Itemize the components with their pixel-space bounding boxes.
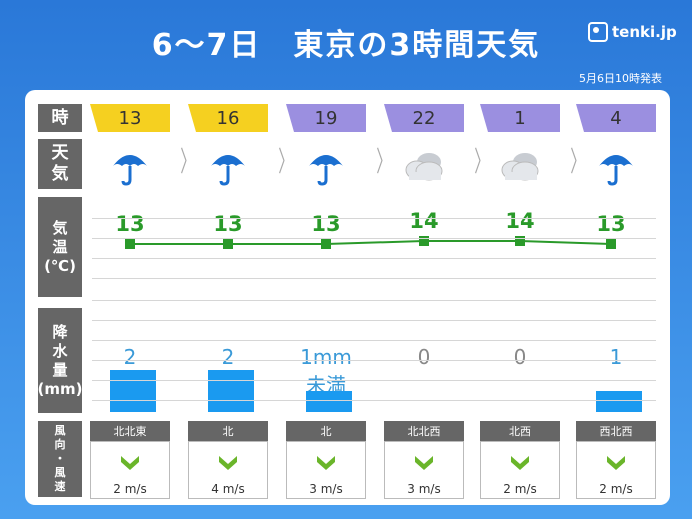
temperature-point bbox=[606, 239, 616, 249]
gridline bbox=[92, 380, 656, 381]
gridline bbox=[92, 278, 656, 279]
hour-cell: 22 bbox=[384, 104, 464, 132]
page-title: 6～7日 東京の3時間天気 bbox=[151, 28, 541, 63]
temperature-point bbox=[321, 239, 331, 249]
wind-arrow-icon bbox=[213, 450, 243, 474]
umbrella-icon bbox=[203, 142, 253, 192]
umbrella-icon bbox=[301, 142, 351, 192]
wind-direction: 西北西 bbox=[576, 421, 656, 441]
wind-direction: 北西 bbox=[480, 421, 560, 441]
brand-logo: tenki.jp bbox=[588, 22, 677, 42]
precipitation-value: 2 bbox=[123, 345, 137, 369]
cloud-icon bbox=[495, 142, 545, 192]
temperature-point bbox=[125, 239, 135, 249]
wind-direction: 北 bbox=[188, 421, 268, 441]
wind-arrow-icon bbox=[505, 450, 535, 474]
wind-direction: 北北東 bbox=[90, 421, 170, 441]
wind-speed: 3 m/s bbox=[309, 482, 343, 496]
wind-direction: 北 bbox=[286, 421, 366, 441]
precipitation-bar bbox=[306, 391, 352, 412]
wind-speed: 2 m/s bbox=[503, 482, 537, 496]
wind-arrow-icon bbox=[409, 450, 439, 474]
temperature-value: 13 bbox=[213, 212, 243, 236]
wind-cell bbox=[480, 441, 560, 499]
precipitation-value: 0 bbox=[417, 345, 431, 369]
chevron-right-icon: 〉 bbox=[570, 145, 586, 178]
wind-direction: 北北西 bbox=[384, 421, 464, 441]
gridline bbox=[92, 218, 656, 219]
gridline bbox=[92, 400, 656, 401]
wind-speed: 4 m/s bbox=[211, 482, 245, 496]
label-temp: 気 温 (℃) bbox=[38, 197, 82, 297]
precipitation-value: 2 bbox=[221, 345, 235, 369]
hour-cell: 1 bbox=[480, 104, 560, 132]
temperature-value: 14 bbox=[505, 209, 535, 233]
chevron-right-icon: 〉 bbox=[278, 145, 294, 178]
hour-cell: 13 bbox=[90, 104, 170, 132]
wind-arrow-icon bbox=[115, 450, 145, 474]
label-time: 時 bbox=[38, 104, 82, 132]
cloud-icon bbox=[399, 142, 449, 192]
precipitation-value: 0 bbox=[513, 345, 527, 369]
gridline bbox=[92, 340, 656, 341]
wind-arrow-icon bbox=[311, 450, 341, 474]
umbrella-icon bbox=[105, 142, 155, 192]
temperature-point bbox=[419, 236, 429, 246]
precipitation-bar bbox=[208, 370, 254, 412]
hour-cell: 19 bbox=[286, 104, 366, 132]
gridline bbox=[92, 238, 656, 239]
temperature-value: 13 bbox=[115, 212, 145, 236]
issued-time: 5月6日10時発表 bbox=[579, 72, 662, 85]
temperature-point bbox=[223, 239, 233, 249]
temperature-value: 13 bbox=[596, 212, 626, 236]
gridline bbox=[92, 320, 656, 321]
chevron-right-icon: 〉 bbox=[180, 145, 196, 178]
wind-arrow-icon bbox=[601, 450, 631, 474]
temperature-line-path bbox=[130, 240, 612, 245]
gridline bbox=[92, 360, 656, 361]
precipitation-value: 1 bbox=[609, 345, 623, 369]
label-wind: 風 向 ・ 風 速 bbox=[38, 421, 82, 497]
precipitation-bar bbox=[110, 370, 156, 412]
hour-cell: 4 bbox=[576, 104, 656, 132]
label-precip: 降 水 量 (mm) bbox=[38, 308, 83, 413]
hour-cell: 16 bbox=[188, 104, 268, 132]
gridline bbox=[92, 258, 656, 259]
chevron-right-icon: 〉 bbox=[376, 145, 392, 178]
temperature-point bbox=[515, 236, 525, 246]
wind-speed: 2 m/s bbox=[599, 482, 633, 496]
temperature-value: 14 bbox=[409, 209, 439, 233]
gridline bbox=[92, 300, 656, 301]
wind-cell bbox=[576, 441, 656, 499]
umbrella-icon bbox=[591, 142, 641, 192]
chevron-right-icon: 〉 bbox=[474, 145, 490, 178]
wind-speed: 2 m/s bbox=[113, 482, 147, 496]
tenki-logo-icon bbox=[588, 22, 608, 42]
label-weather: 天 気 bbox=[38, 139, 82, 189]
precipitation-bar bbox=[596, 391, 642, 412]
wind-speed: 3 m/s bbox=[407, 482, 441, 496]
temperature-value: 13 bbox=[311, 212, 341, 236]
